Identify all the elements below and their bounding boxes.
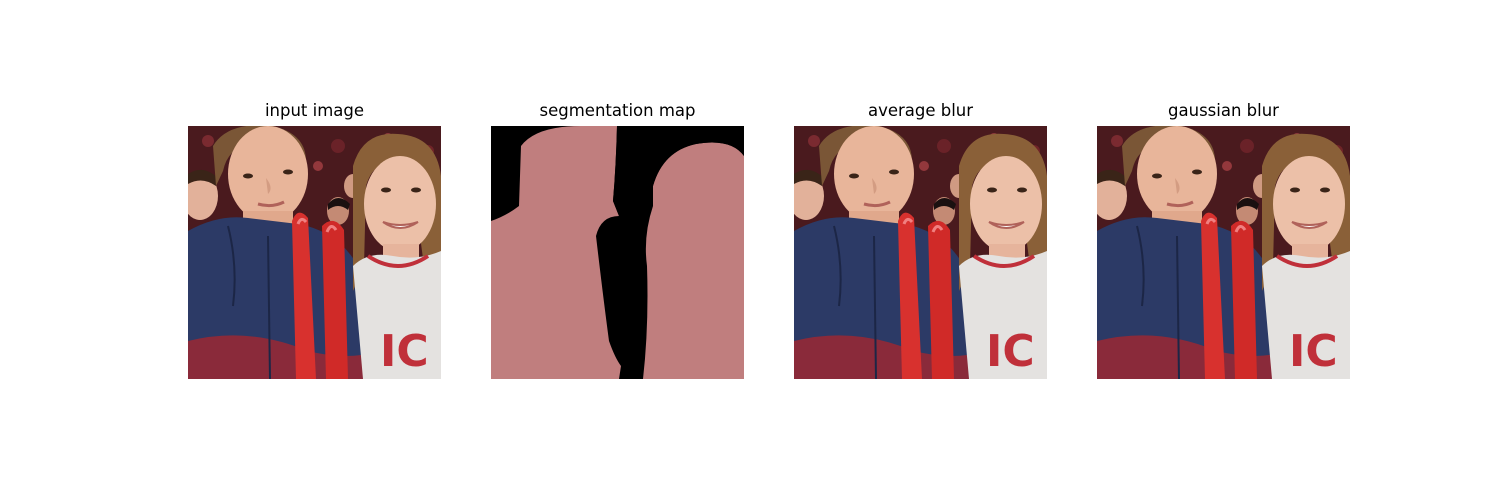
gaussian-blur-image: [1097, 126, 1350, 379]
average-blur-image: [794, 126, 1047, 379]
panel-title-average-blur: average blur: [867, 101, 974, 120]
input-image: [188, 126, 441, 379]
panel-title-gaussian-blur: gaussian blur: [1168, 101, 1279, 120]
panel-title-input: input image: [264, 101, 365, 120]
panel-title-segmentation: segmentation map: [539, 101, 696, 120]
segmentation-map-image: [491, 126, 744, 379]
